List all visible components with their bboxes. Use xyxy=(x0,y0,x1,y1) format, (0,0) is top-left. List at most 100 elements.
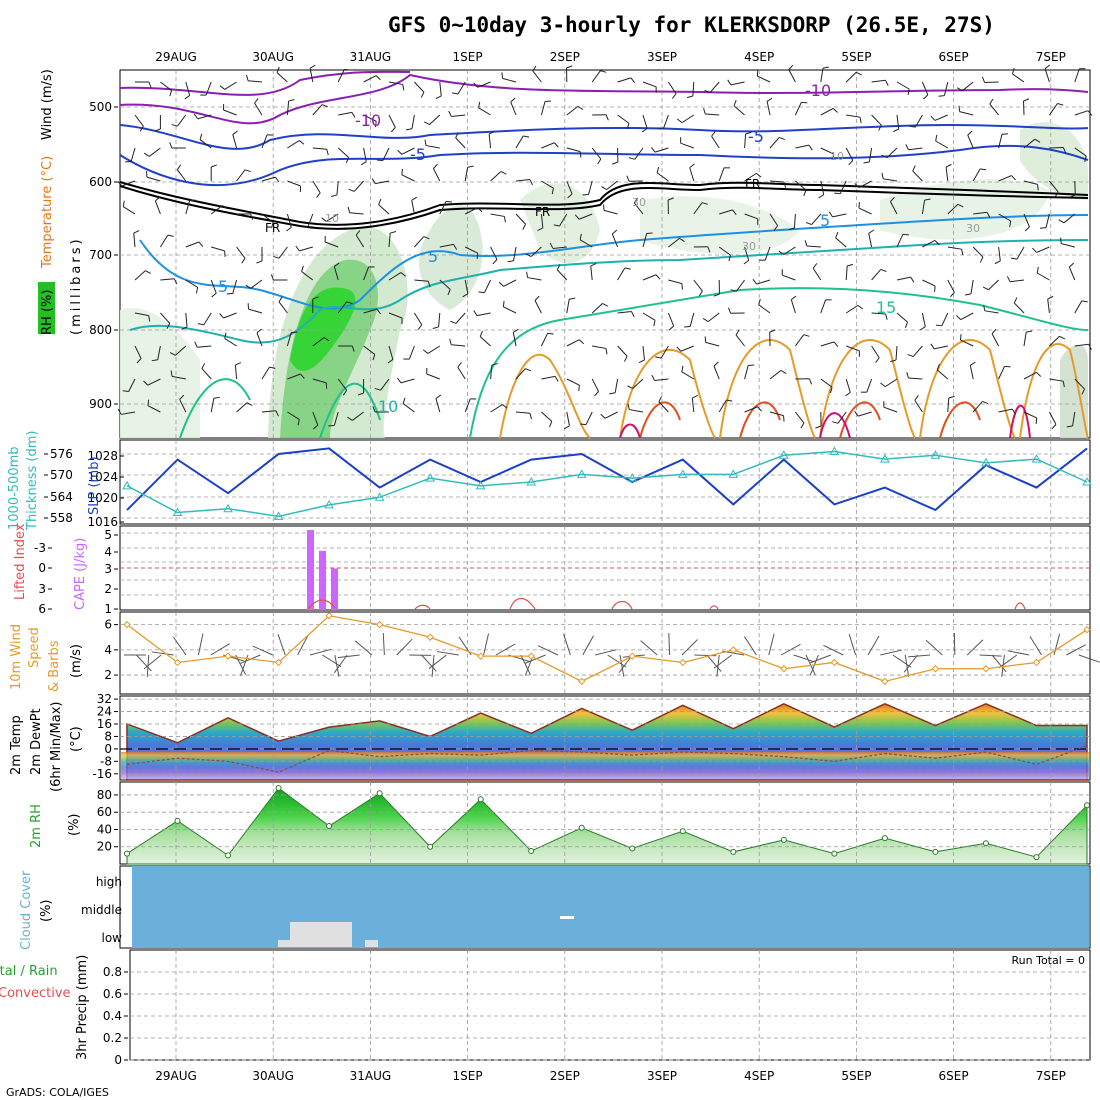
wind-barb xyxy=(388,233,391,248)
wind-barb xyxy=(541,411,553,422)
rh-markers xyxy=(124,785,1090,861)
y-tick-label: 900 xyxy=(89,397,112,411)
wind-barb-flag xyxy=(1032,247,1037,253)
wind-grid xyxy=(120,612,1090,694)
wind-barb xyxy=(337,378,348,391)
wind-barb xyxy=(998,366,1005,380)
wind-barb-flag xyxy=(176,164,182,171)
wind-barb-flag xyxy=(510,97,516,103)
wind-barb-flag xyxy=(420,92,425,98)
cloud-label-2: (%) xyxy=(39,900,54,923)
wind-barb-flag xyxy=(577,105,584,110)
wind-barb-flag xyxy=(170,370,173,377)
wind-barb-flag xyxy=(374,387,381,391)
surface-wind-barb xyxy=(743,636,757,656)
wind-barb xyxy=(287,411,300,420)
wind-barb-flag xyxy=(184,95,190,100)
surface-wind-barb xyxy=(903,654,918,673)
wind-barb xyxy=(692,81,695,97)
wind-barb-flag xyxy=(537,227,544,232)
wind-barb xyxy=(185,200,191,215)
wind-barb xyxy=(790,299,796,314)
wind-barb-flag xyxy=(602,303,609,307)
rh-marker xyxy=(629,845,636,852)
wind-barb xyxy=(464,279,469,294)
wind-barb xyxy=(224,338,237,347)
wind-barb xyxy=(998,408,1013,413)
rh-grid xyxy=(120,782,1090,864)
wind-barb-flag xyxy=(553,224,560,227)
wind-barb xyxy=(1049,335,1060,347)
wind-barb-flag xyxy=(1087,110,1093,116)
wind-barb-flag xyxy=(752,279,758,285)
wind-barb-flag xyxy=(169,90,173,97)
wind-barb xyxy=(846,345,860,352)
wind-barb-flag xyxy=(423,121,430,125)
grads-footer: GrADS: COLA/IGES xyxy=(6,1086,109,1099)
isotherm-line xyxy=(119,144,1089,187)
wind-barb xyxy=(871,345,880,359)
wind-barb-flag xyxy=(321,217,327,222)
thickness-marker xyxy=(778,450,789,459)
wind-barb-flag xyxy=(590,262,597,267)
wind-barb-flag xyxy=(355,230,361,236)
wind-barb-flag xyxy=(400,272,406,277)
wind-barb xyxy=(541,375,556,380)
wind-barb xyxy=(312,147,327,150)
wind-barb xyxy=(400,378,415,384)
slp-series xyxy=(126,447,1088,512)
wind-barb xyxy=(224,81,237,90)
wind-barb-flag xyxy=(551,188,554,195)
cloud-level-low: low xyxy=(102,931,123,945)
wind-barb xyxy=(160,278,175,281)
mid-cloud-block xyxy=(560,916,574,919)
wind-barb-flag xyxy=(757,406,762,412)
wind-barb-flag xyxy=(766,97,773,102)
wind-barb-flag xyxy=(934,240,940,245)
wind-barb xyxy=(382,147,390,161)
wind-barb xyxy=(947,203,959,215)
wind-barb-flag xyxy=(881,172,884,179)
thickness-series xyxy=(126,450,1088,518)
contour-label: 5 xyxy=(428,247,438,266)
wind-barb-flag xyxy=(582,194,589,196)
wind-barb-flag xyxy=(745,131,752,135)
wind-barb-flag xyxy=(331,194,338,197)
wind-barb xyxy=(566,147,581,153)
wind-barb xyxy=(197,114,212,120)
y-tick-label: 800 xyxy=(89,323,112,337)
wind-barb xyxy=(896,114,900,129)
precip-panel-frame xyxy=(129,949,1091,1061)
wind-barb xyxy=(654,378,669,381)
wind-barb xyxy=(735,279,746,292)
wind-barb xyxy=(884,378,898,388)
thickness-marker xyxy=(172,507,183,517)
wind-barb xyxy=(934,114,948,121)
wind-label-2: Speed xyxy=(27,627,42,668)
wind-barb xyxy=(820,299,827,314)
rh-marker xyxy=(831,850,838,857)
wind-barb xyxy=(705,341,720,347)
contour-label: FR xyxy=(265,221,280,235)
wind-barb-flag xyxy=(805,221,812,226)
rh-marker xyxy=(578,824,585,831)
date-label-top: 31AUG xyxy=(350,50,392,64)
wind-barb-flag xyxy=(492,259,498,265)
wind-barb-flag xyxy=(651,374,655,381)
wind-barb xyxy=(895,345,898,361)
rh-marker xyxy=(780,836,787,843)
wind-barb-flag xyxy=(344,68,351,71)
wind-barb xyxy=(820,68,824,83)
wind-barb xyxy=(793,213,796,229)
wind-barb-flag xyxy=(1036,372,1042,377)
wind-barb-flag xyxy=(569,297,576,300)
wind-barb xyxy=(590,266,593,281)
wind-barb xyxy=(871,312,886,315)
wind-barb xyxy=(744,133,747,149)
wind-barb xyxy=(886,147,898,159)
wind-barb-flag xyxy=(698,290,703,297)
y-tick-label: 576 xyxy=(50,447,73,461)
wind-barb xyxy=(868,147,873,162)
wind-barb-flag xyxy=(301,265,304,272)
